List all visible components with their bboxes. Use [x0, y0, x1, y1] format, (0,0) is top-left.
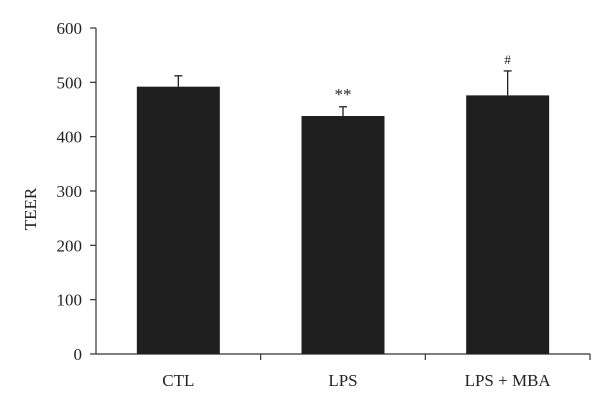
bar	[136, 86, 220, 355]
bar	[466, 95, 550, 354]
y-tick-label: 0	[74, 345, 83, 364]
y-tick-label: 100	[57, 291, 83, 310]
y-tick-label: 200	[57, 236, 83, 255]
y-axis: 0 100 200 300 400 500 600	[57, 19, 97, 364]
x-axis: CTL LPS LPS + MBA	[96, 353, 591, 390]
y-tick-label: 600	[57, 19, 83, 38]
y-axis-label: TEER	[21, 187, 40, 230]
x-tick-label: LPS	[328, 371, 357, 390]
x-tick-label: CTL	[162, 371, 194, 390]
bar	[301, 116, 385, 355]
y-tick-label: 400	[57, 128, 83, 147]
significance-label: **	[335, 85, 352, 104]
x-tick-label: LPS + MBA	[465, 371, 552, 390]
significance-label: #	[504, 52, 511, 67]
y-tick-label: 500	[57, 73, 83, 92]
y-tick-label: 300	[57, 182, 83, 201]
bars: ** #	[136, 52, 550, 355]
